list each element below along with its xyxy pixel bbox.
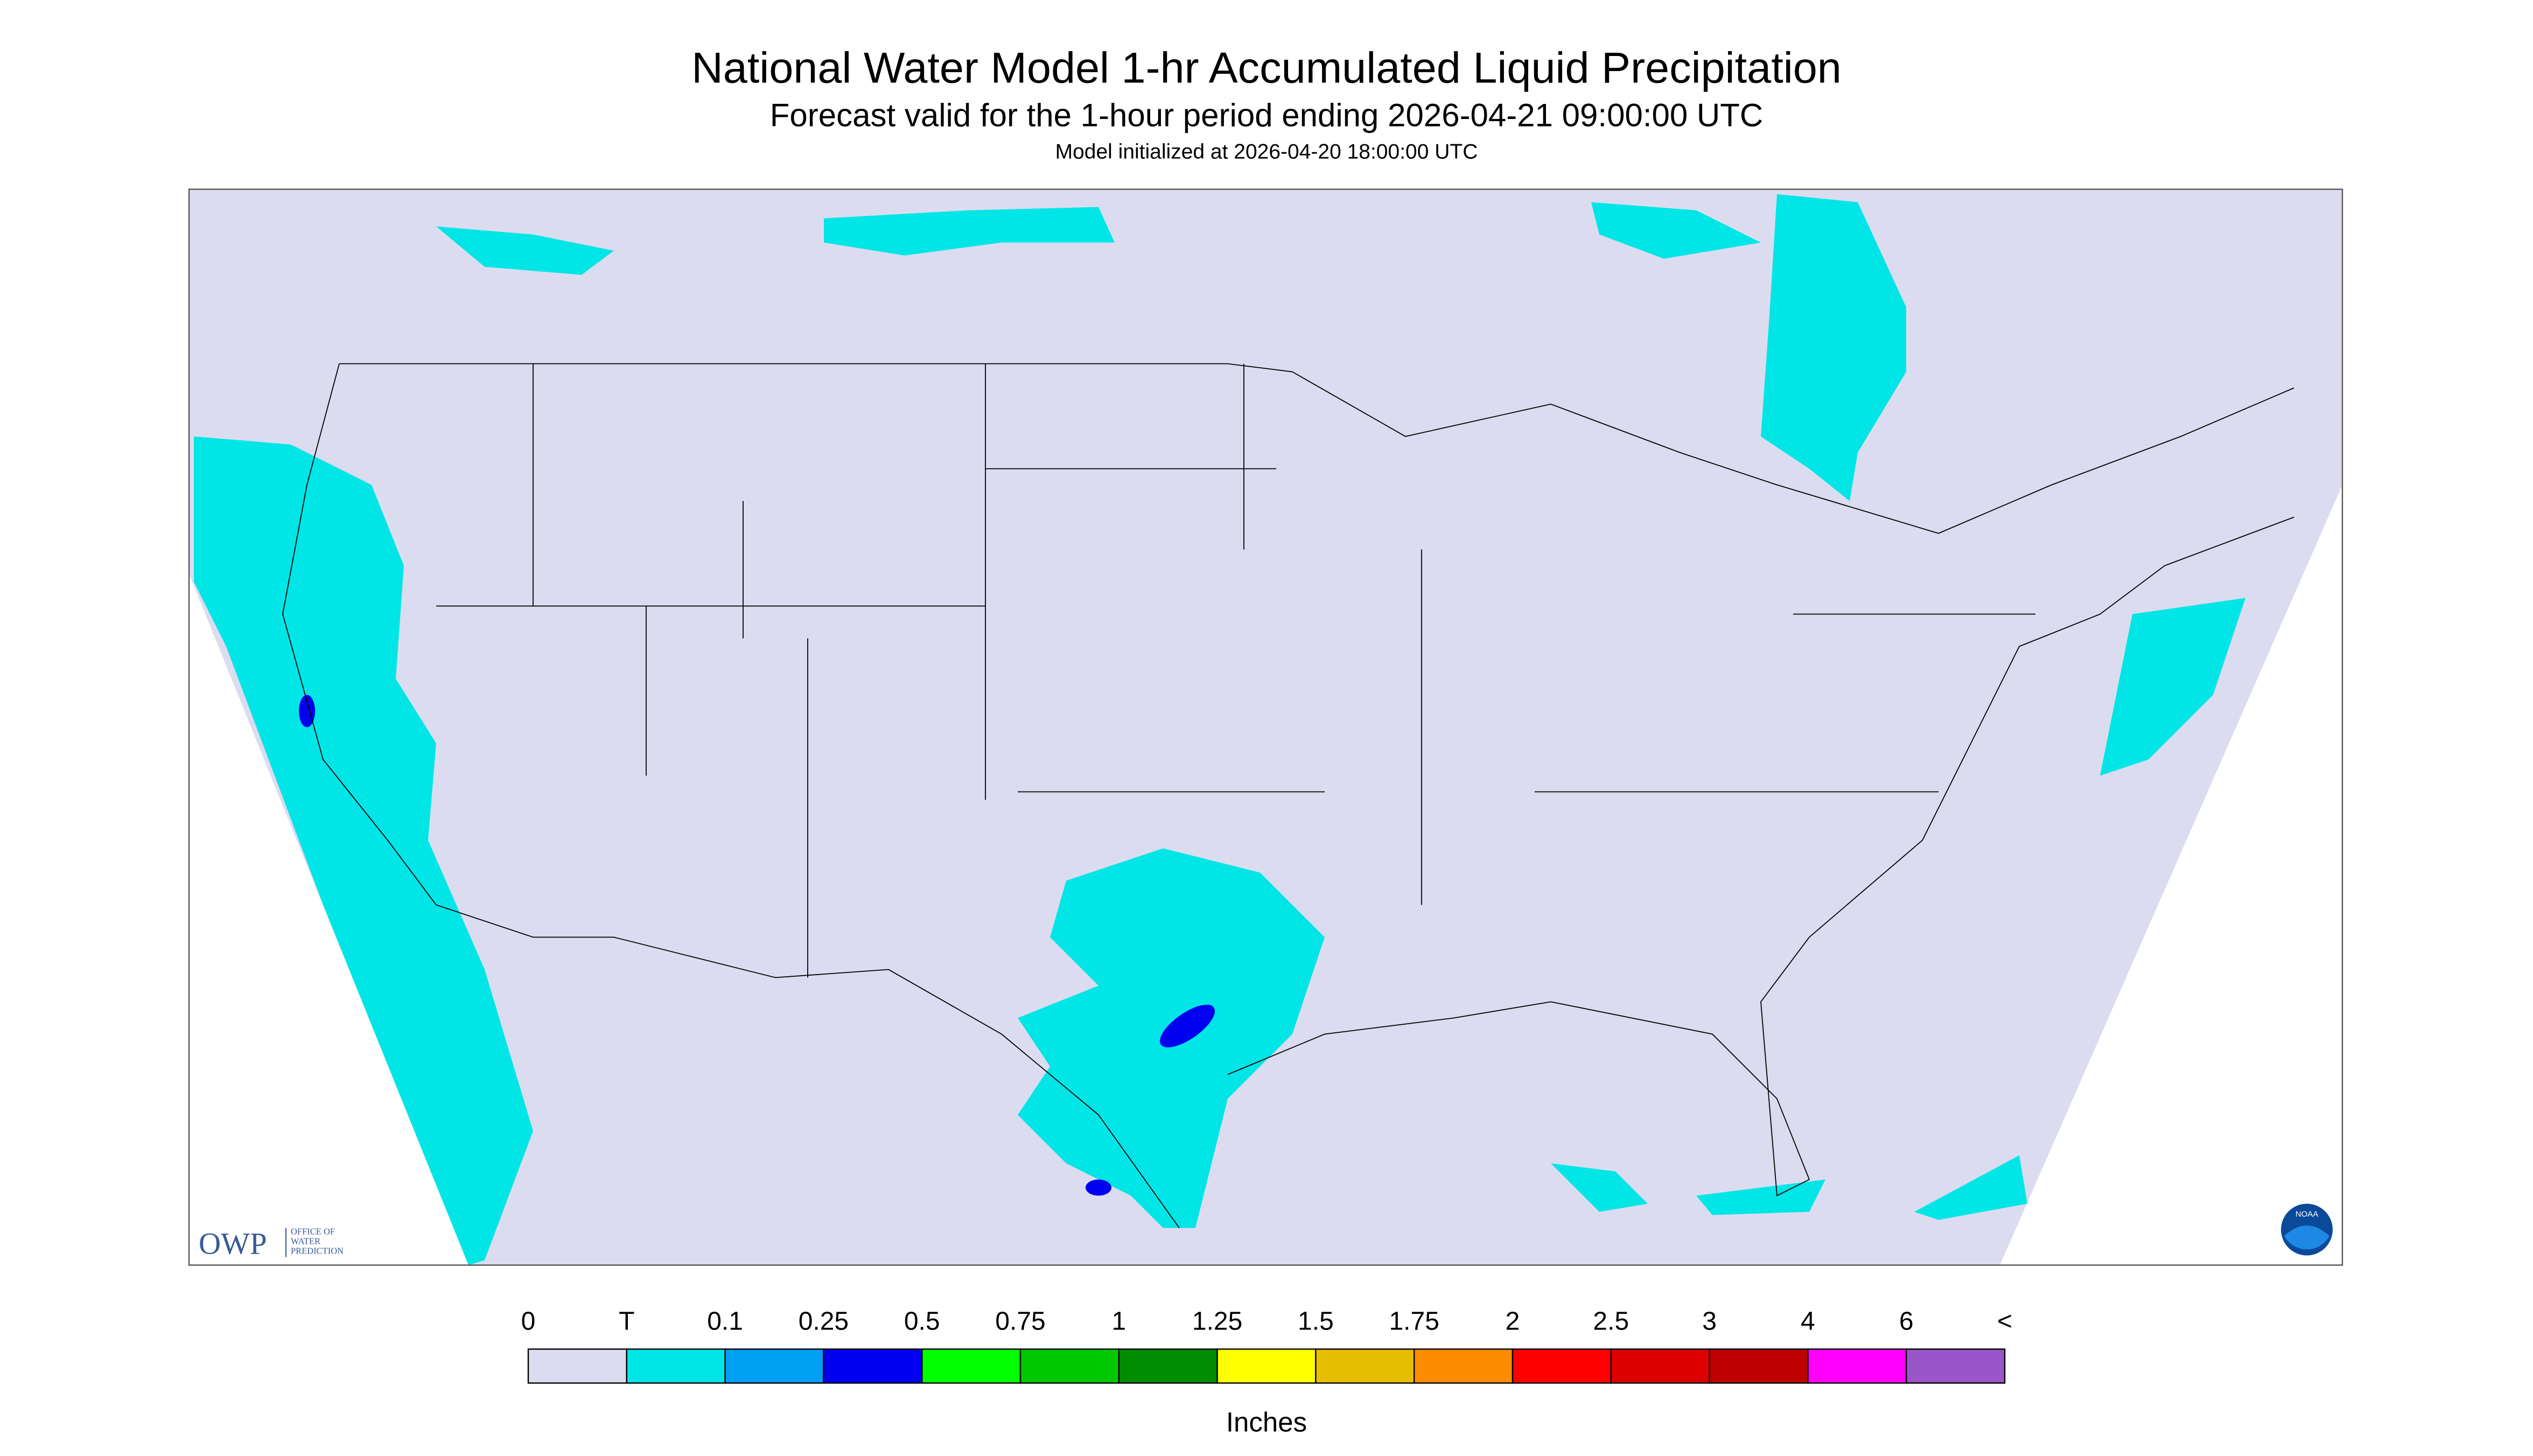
legend-units: Inches xyxy=(1226,1407,1307,1438)
legend-swatch xyxy=(724,1348,824,1384)
precip-core xyxy=(299,695,315,727)
precip-core xyxy=(1159,1004,1215,1048)
map-frame xyxy=(188,188,2343,1266)
map: OWP OFFICE OF WATER PREDICTION NOAA xyxy=(188,188,2343,1266)
legend-swatch xyxy=(921,1348,1021,1384)
legend-label: 0.75 xyxy=(995,1307,1045,1336)
init-note: Model initialized at 2026-04-20 18:00:00… xyxy=(1055,141,1478,164)
noaa-logo: NOAA xyxy=(2281,1203,2333,1256)
legend-swatch xyxy=(1315,1348,1415,1384)
subtitle: Forecast valid for the 1-hour period end… xyxy=(770,97,1763,134)
logo-line: OFFICE OF xyxy=(291,1227,335,1237)
logo-line: PREDICTION xyxy=(291,1246,344,1256)
legend-label: 4 xyxy=(1801,1307,1815,1336)
legend-label: 1.5 xyxy=(1298,1307,1334,1336)
precip-gulf xyxy=(1551,1163,1825,1215)
title: National Water Model 1-hr Accumulated Li… xyxy=(691,44,1842,93)
precip-heavy xyxy=(299,695,1215,1196)
legend-label: 1 xyxy=(1111,1307,1126,1336)
coastline-east xyxy=(1227,516,2294,1196)
legend-swatch xyxy=(1019,1348,1120,1384)
precip-sw-atlantic xyxy=(1914,1155,2027,1220)
precip-ontario xyxy=(1761,194,1906,501)
legend-swatch xyxy=(1216,1348,1317,1384)
legend-swatch xyxy=(1807,1348,1907,1384)
logo-line: WATER xyxy=(291,1236,320,1247)
border-south-west xyxy=(282,363,1180,1229)
legend-label: 1.75 xyxy=(1389,1307,1439,1336)
legend-swatch xyxy=(1118,1348,1218,1384)
legend-label: 0.5 xyxy=(904,1307,940,1336)
border-north xyxy=(339,363,2294,534)
noaa-text: NOAA xyxy=(2296,1210,2319,1219)
precip-west xyxy=(194,436,533,1265)
legend-swatch xyxy=(1610,1348,1710,1384)
legend-swatch xyxy=(626,1348,726,1384)
legend-label: 6 xyxy=(1899,1307,1914,1336)
precip-canada-e xyxy=(1591,202,1761,259)
legend-swatch xyxy=(823,1348,923,1384)
legend-label: 0.1 xyxy=(707,1307,743,1336)
borders xyxy=(282,363,2294,1229)
legend-swatch xyxy=(1414,1348,1514,1384)
legend-label: T xyxy=(619,1307,634,1336)
noaa-wave xyxy=(2284,1226,2329,1250)
owp-logo: OWP OFFICE OF WATER PREDICTION xyxy=(199,1227,344,1261)
legend-swatch xyxy=(1905,1348,2006,1384)
precip-atlantic xyxy=(2100,598,2245,776)
precip-canada-c xyxy=(824,207,1115,256)
legend: 0 T 0.1 0.25 0.5 0.75 1 1.25 1.5 1.75 2 2.5 3 4 6 < xyxy=(521,1307,2012,1384)
legend-label: 1.25 xyxy=(1192,1307,1242,1336)
state-lines xyxy=(436,363,2035,978)
legend-label: < xyxy=(1997,1307,2012,1336)
legend-label: 0 xyxy=(521,1307,536,1336)
logo-abbr: OWP xyxy=(199,1227,267,1261)
legend-swatch xyxy=(527,1348,628,1384)
legend-label: 0.25 xyxy=(799,1307,849,1336)
precip-core xyxy=(1086,1179,1111,1196)
precip-areas xyxy=(194,194,2245,1265)
legend-label: 3 xyxy=(1702,1307,1717,1336)
legend-swatch xyxy=(1709,1348,1809,1384)
precip-canada-w xyxy=(436,226,614,275)
legend-swatch xyxy=(1512,1348,1612,1384)
legend-label: 2 xyxy=(1506,1307,1520,1336)
legend-label: 2.5 xyxy=(1593,1307,1629,1336)
